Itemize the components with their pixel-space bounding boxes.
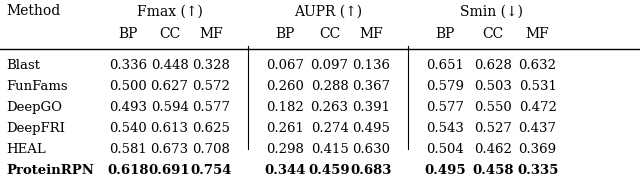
Text: 0.691: 0.691 [148,164,191,176]
Text: 0.369: 0.369 [518,143,557,156]
Text: 0.336: 0.336 [109,59,147,72]
Text: 0.500: 0.500 [109,80,147,93]
Text: 0.625: 0.625 [192,122,230,135]
Text: 0.577: 0.577 [426,101,464,114]
Text: BP: BP [118,27,138,41]
Text: 0.708: 0.708 [192,143,230,156]
Text: 0.391: 0.391 [352,101,390,114]
Text: 0.459: 0.459 [308,164,351,176]
Text: 0.136: 0.136 [352,59,390,72]
Text: 0.261: 0.261 [266,122,304,135]
Text: 0.572: 0.572 [192,80,230,93]
Text: 0.182: 0.182 [266,101,303,114]
Text: 0.344: 0.344 [264,164,305,176]
Text: AUPR (↑): AUPR (↑) [294,4,362,18]
Text: 0.472: 0.472 [518,101,557,114]
Text: 0.577: 0.577 [192,101,230,114]
Text: 0.683: 0.683 [351,164,392,176]
Text: 0.618: 0.618 [108,164,148,176]
Text: CC: CC [159,27,180,41]
Text: 0.260: 0.260 [266,80,304,93]
Text: 0.632: 0.632 [518,59,557,72]
Text: 0.754: 0.754 [191,164,232,176]
Text: 0.328: 0.328 [192,59,230,72]
Text: Method: Method [6,4,61,18]
Text: 0.263: 0.263 [310,101,349,114]
Text: 0.594: 0.594 [150,101,189,114]
Text: 0.527: 0.527 [474,122,512,135]
Text: 0.579: 0.579 [426,80,464,93]
Text: 0.335: 0.335 [517,164,558,176]
Text: 0.437: 0.437 [518,122,557,135]
Text: FunFams: FunFams [6,80,68,93]
Text: HEAL: HEAL [6,143,46,156]
Text: 0.462: 0.462 [474,143,512,156]
Text: Fmax (↑): Fmax (↑) [137,4,202,18]
Text: MF: MF [525,27,550,41]
Text: BP: BP [275,27,294,41]
Text: Smin (↓): Smin (↓) [460,4,523,18]
Text: 0.581: 0.581 [109,143,147,156]
Text: 0.613: 0.613 [150,122,189,135]
Text: 0.495: 0.495 [352,122,390,135]
Text: 0.274: 0.274 [310,122,349,135]
Text: 0.630: 0.630 [352,143,390,156]
Text: 0.628: 0.628 [474,59,512,72]
Text: BP: BP [435,27,454,41]
Text: 0.448: 0.448 [151,59,188,72]
Text: 0.495: 0.495 [424,164,466,176]
Text: 0.504: 0.504 [426,143,463,156]
Text: MF: MF [199,27,223,41]
Text: CC: CC [319,27,340,41]
Text: MF: MF [359,27,383,41]
Text: DeepGO: DeepGO [6,101,63,114]
Text: 0.503: 0.503 [474,80,512,93]
Text: 0.540: 0.540 [109,122,147,135]
Text: 0.097: 0.097 [310,59,349,72]
Text: 0.067: 0.067 [266,59,304,72]
Text: 0.651: 0.651 [426,59,464,72]
Text: Blast: Blast [6,59,40,72]
Text: 0.543: 0.543 [426,122,464,135]
Text: 0.550: 0.550 [474,101,511,114]
Text: 0.493: 0.493 [109,101,147,114]
Text: 0.531: 0.531 [518,80,557,93]
Text: 0.458: 0.458 [472,164,513,176]
Text: DeepFRI: DeepFRI [6,122,65,135]
Text: 0.415: 0.415 [311,143,348,156]
Text: 0.288: 0.288 [311,80,348,93]
Text: CC: CC [482,27,504,41]
Text: 0.627: 0.627 [150,80,189,93]
Text: 0.298: 0.298 [266,143,304,156]
Text: ProteinRPN: ProteinRPN [6,164,94,176]
Text: 0.673: 0.673 [150,143,189,156]
Text: 0.367: 0.367 [352,80,390,93]
